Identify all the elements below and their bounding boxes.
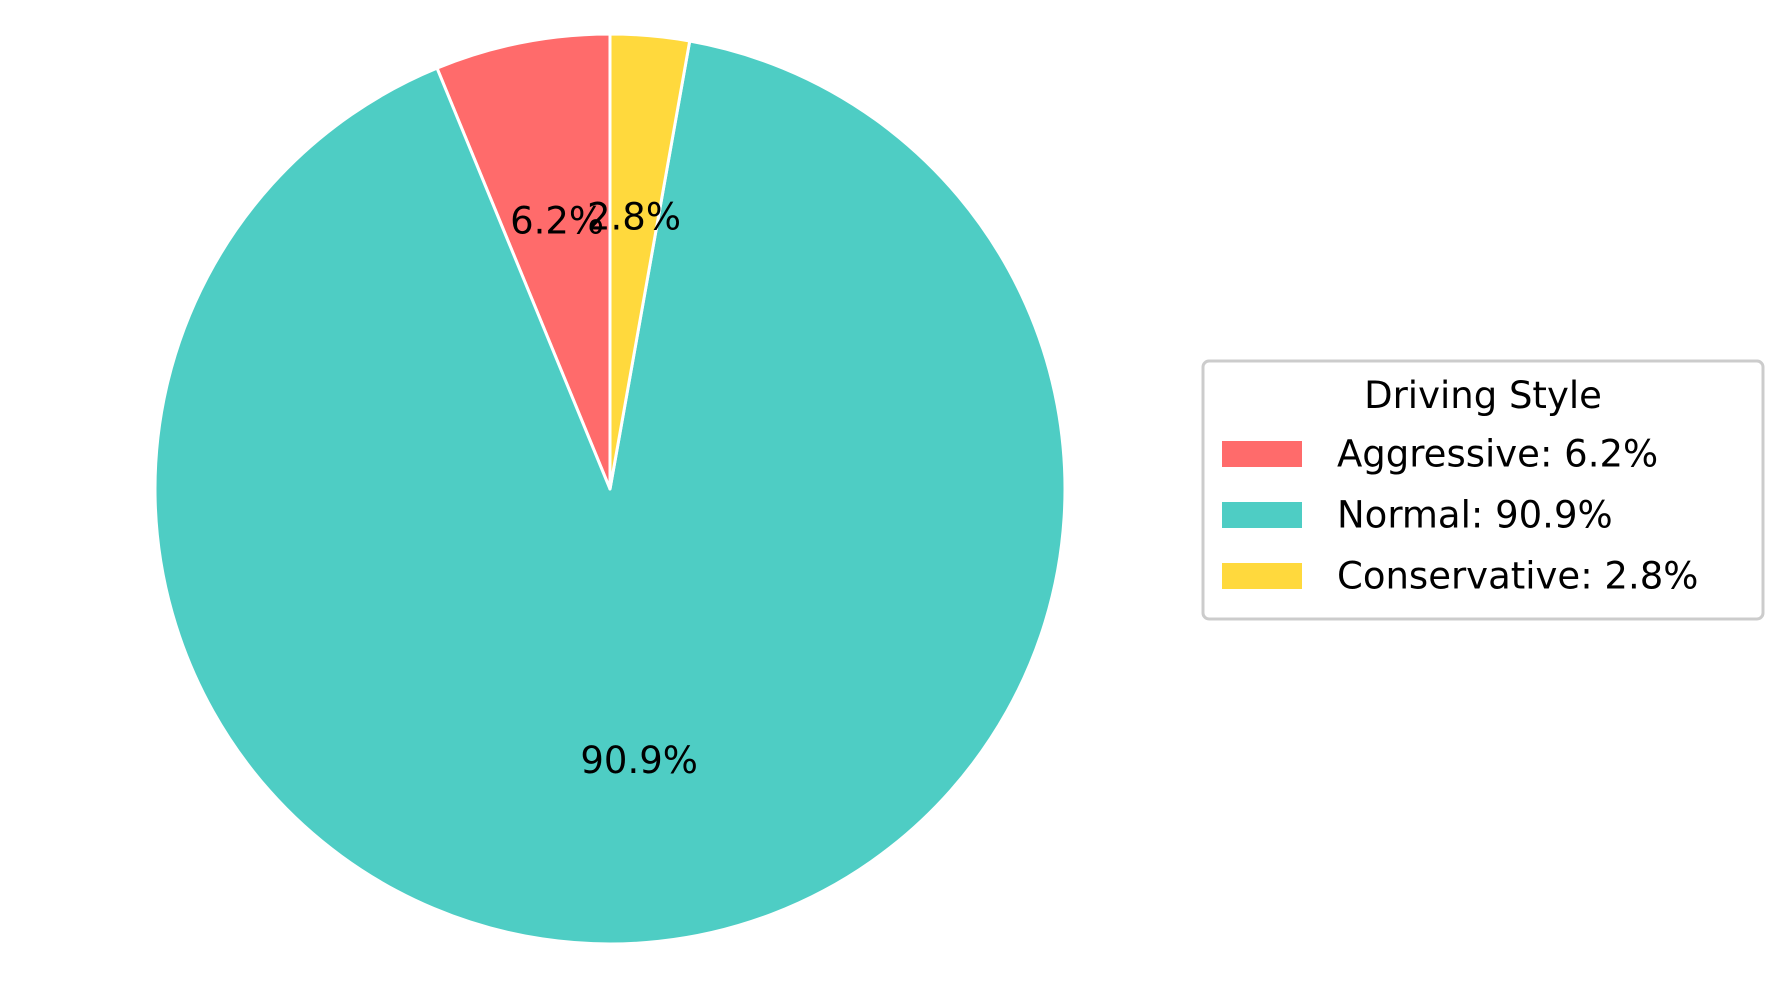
legend-title: Driving Style bbox=[1364, 374, 1602, 417]
slice-label-normal: 90.9% bbox=[580, 739, 698, 782]
slice-label-conservative: 2.8% bbox=[587, 196, 681, 239]
legend-swatch-normal bbox=[1222, 502, 1302, 528]
legend-swatch-aggressive bbox=[1222, 441, 1302, 467]
legend-label-aggressive: Aggressive: 6.2% bbox=[1337, 433, 1658, 476]
legend-label-normal: Normal: 90.9% bbox=[1337, 494, 1613, 537]
legend-box bbox=[1201, 359, 1765, 621]
legend-swatch-conservative bbox=[1222, 563, 1302, 589]
legend-label-conservative: Conservative: 2.8% bbox=[1337, 555, 1698, 598]
pie-slice-normal bbox=[153, 39, 1067, 946]
pie-slices bbox=[153, 32, 1067, 946]
pie-slice-labels: 6.2% 90.9% 2.8% bbox=[510, 196, 698, 782]
slice-label-aggressive: 6.2% bbox=[510, 200, 604, 243]
pie-slice-aggressive bbox=[435, 32, 612, 491]
pie-slice-conservative bbox=[608, 32, 692, 491]
legend: Driving Style Aggressive: 6.2% Normal: 90… bbox=[1201, 359, 1765, 621]
legend-items: Aggressive: 6.2% Normal: 90.9% Conservativ… bbox=[1222, 433, 1698, 598]
